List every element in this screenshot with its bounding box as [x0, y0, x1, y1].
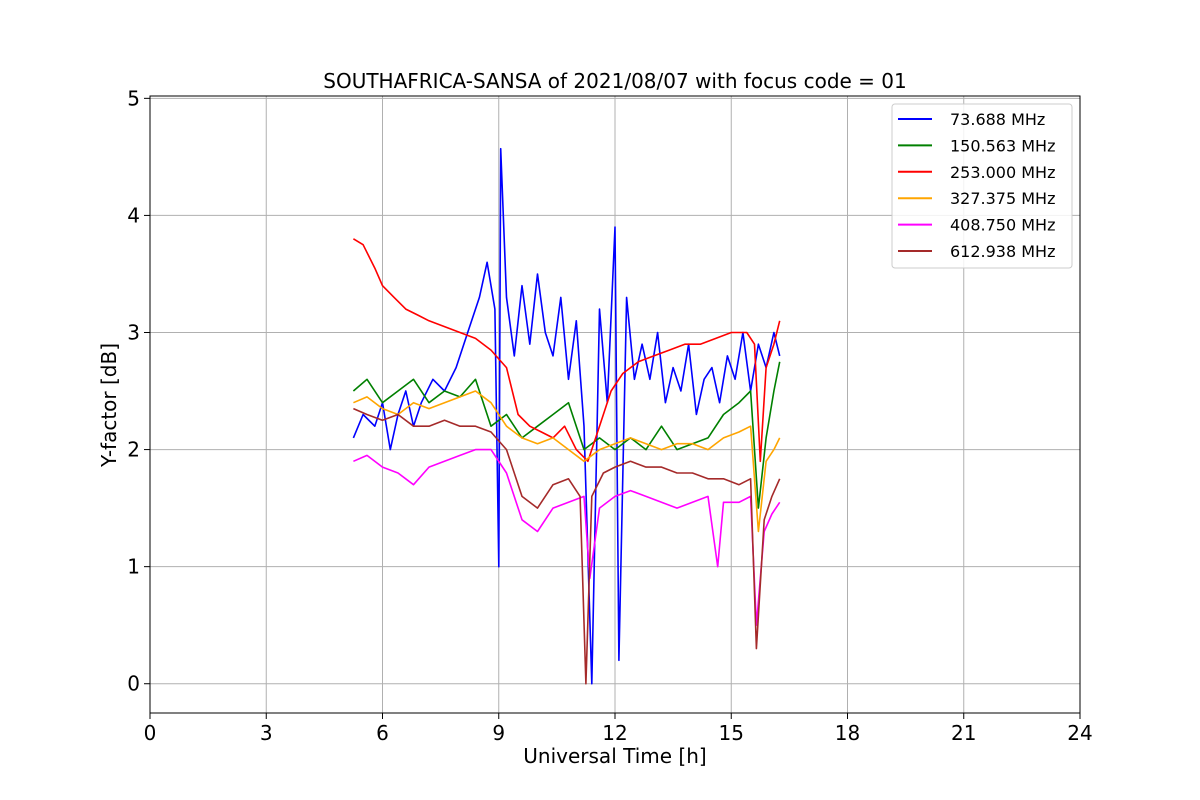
x-tick-label: 9 [492, 721, 505, 745]
y-tick-label: 3 [127, 320, 140, 344]
legend-box [891, 103, 1073, 269]
legend-label: 73.688 MHz [950, 110, 1045, 129]
y-axis-label: Y-factor [dB] [97, 343, 121, 468]
series-line-327-375-mhz [353, 390, 781, 533]
chart-title: SOUTHAFRICA-SANSA of 2021/08/07 with foc… [323, 69, 907, 93]
legend-label: 612.938 MHz [950, 242, 1055, 261]
series-line-612-938-mhz [353, 407, 781, 685]
x-tick-label: 18 [835, 721, 860, 745]
y-tick-label: 5 [127, 86, 140, 110]
legend: 73.688 MHz 150.563 MHz 253.000 MHz 327.375 … [891, 103, 1073, 269]
legend-label: 408.750 MHz [950, 216, 1055, 235]
series-layer [352, 147, 781, 685]
y-tick-label: 2 [127, 438, 140, 462]
legend-label: 150.563 MHz [950, 136, 1055, 155]
y-tick-label: 4 [127, 203, 140, 227]
x-tick-label: 21 [951, 721, 976, 745]
series-line-253-000-mhz [352, 238, 781, 463]
legend-label: 327.375 MHz [950, 189, 1055, 208]
x-tick-label: 15 [719, 721, 744, 745]
series-line-73-688-mhz [352, 147, 781, 685]
y-tick-label: 0 [127, 672, 140, 696]
series-line-408-750-mhz [353, 448, 781, 627]
x-tick-label: 6 [376, 721, 389, 745]
x-tick-label: 0 [144, 721, 157, 745]
legend-label: 253.000 MHz [950, 163, 1055, 182]
series-line-150-563-mhz [352, 361, 781, 509]
x-tick-label: 3 [260, 721, 273, 745]
y-tick-label: 1 [127, 555, 140, 579]
x-tick-label: 24 [1067, 721, 1092, 745]
x-axis-label: Universal Time [h] [523, 744, 706, 768]
x-tick-label: 12 [602, 721, 627, 745]
